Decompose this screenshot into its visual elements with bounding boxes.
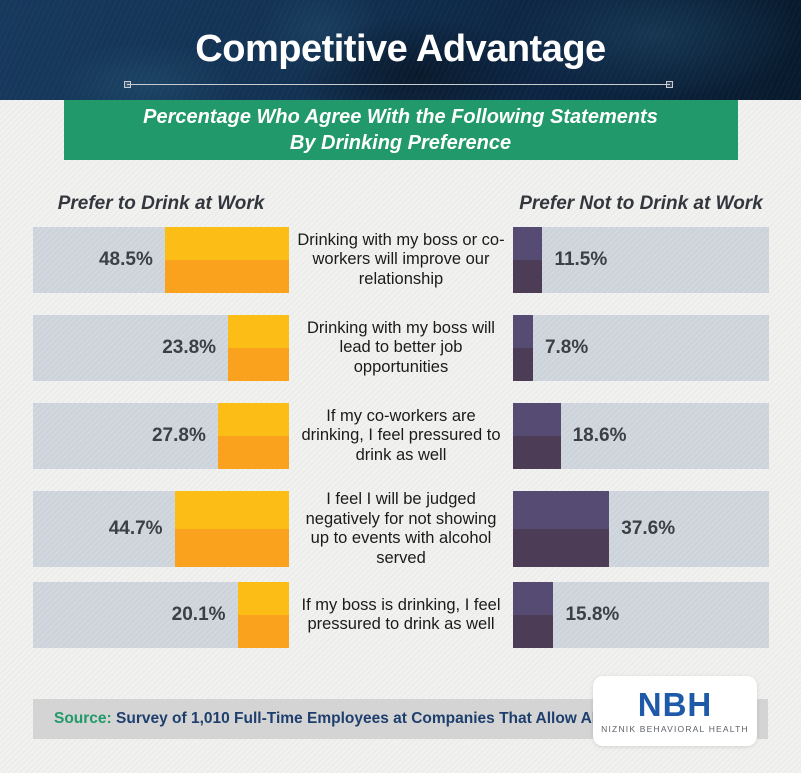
title-divider-line bbox=[124, 81, 673, 88]
right-bar-value-label: 37.6% bbox=[621, 518, 676, 539]
left-bar-fill bbox=[217, 403, 289, 469]
right-bar-track: 37.6% bbox=[513, 491, 769, 567]
header-banner: Competitive Advantage bbox=[0, 0, 801, 100]
source-text: Survey of 1,010 Full-Time Employees at C… bbox=[111, 710, 638, 727]
nbh-logo-card: NBH NIZNIK BEHAVIORAL HEALTH bbox=[593, 676, 757, 746]
page-title: Competitive Advantage bbox=[195, 28, 606, 70]
statement-text: If my boss is drinking, I feel pressured… bbox=[301, 595, 501, 634]
statement-text: If my co-workers are drinking, I feel pr… bbox=[301, 406, 501, 464]
right-bar-fill bbox=[513, 491, 610, 567]
left-bar-track: 23.8% bbox=[33, 315, 289, 381]
left-bar-value-label: 44.7% bbox=[108, 518, 163, 539]
right-bar-value-label: 7.8% bbox=[544, 337, 589, 358]
left-bar-value-label: 23.8% bbox=[162, 337, 217, 358]
left-bar-fill bbox=[237, 582, 289, 648]
column-headers: Prefer to Drink at Work Prefer Not to Dr… bbox=[33, 193, 769, 215]
divider-end-square-icon bbox=[666, 81, 673, 88]
chart-row: 48.5% Drinking with my boss or co-worker… bbox=[33, 227, 769, 293]
right-bar-fill bbox=[513, 315, 533, 381]
chart-row: 20.1% If my boss is drinking, I feel pre… bbox=[33, 582, 769, 648]
left-bar-fill bbox=[174, 491, 289, 567]
right-bar-track: 15.8% bbox=[513, 582, 769, 648]
nbh-logo-subtext: NIZNIK BEHAVIORAL HEALTH bbox=[601, 723, 749, 734]
right-bar-track: 18.6% bbox=[513, 403, 769, 469]
right-column-header: Prefer Not to Drink at Work bbox=[519, 193, 763, 214]
left-bar-value-label: 48.5% bbox=[98, 249, 153, 270]
right-bar-track: 7.8% bbox=[513, 315, 769, 381]
subtitle-line-2: By Drinking Preference bbox=[289, 132, 512, 154]
right-bar-fill bbox=[513, 403, 561, 469]
divider-end-square-icon bbox=[124, 81, 131, 88]
left-bar-value-label: 27.8% bbox=[151, 425, 206, 446]
right-bar-value-label: 18.6% bbox=[572, 425, 627, 446]
source-line: Source: Survey of 1,010 Full-Time Employ… bbox=[33, 710, 637, 728]
right-bar-fill bbox=[513, 582, 554, 648]
right-bar-fill bbox=[513, 227, 543, 293]
left-bar-track: 48.5% bbox=[33, 227, 289, 293]
footer: Source: Survey of 1,010 Full-Time Employ… bbox=[0, 676, 801, 772]
chart-row: 27.8% If my co-workers are drinking, I f… bbox=[33, 403, 769, 469]
source-label: Source: bbox=[54, 710, 112, 727]
chart-row: 23.8% Drinking with my boss will lead to… bbox=[33, 315, 769, 381]
left-bar-track: 20.1% bbox=[33, 582, 289, 648]
statement-text: I feel I will be judged negatively for n… bbox=[305, 490, 497, 567]
chart-row: 44.7% I feel I will be judged negatively… bbox=[33, 490, 769, 567]
right-bar-value-label: 11.5% bbox=[554, 249, 608, 270]
left-column-header: Prefer to Drink at Work bbox=[57, 193, 265, 214]
right-bar-track: 11.5% bbox=[513, 227, 769, 293]
chart-rows: 48.5% Drinking with my boss or co-worker… bbox=[33, 227, 769, 648]
left-bar-fill bbox=[164, 227, 289, 293]
statement-text: Drinking with my boss will lead to bette… bbox=[307, 318, 495, 376]
statement-text: Drinking with my boss or co-workers will… bbox=[297, 230, 505, 288]
left-bar-value-label: 20.1% bbox=[171, 604, 226, 625]
right-bar-value-label: 15.8% bbox=[565, 604, 620, 625]
left-bar-track: 27.8% bbox=[33, 403, 289, 469]
subtitle-line-1: Percentage Who Agree With the Following … bbox=[143, 106, 658, 128]
left-bar-fill bbox=[228, 315, 289, 381]
left-bar-track: 44.7% bbox=[33, 491, 289, 567]
nbh-logo: NBH bbox=[637, 685, 713, 723]
chart-subtitle-banner: Percentage Who Agree With the Following … bbox=[63, 100, 738, 160]
